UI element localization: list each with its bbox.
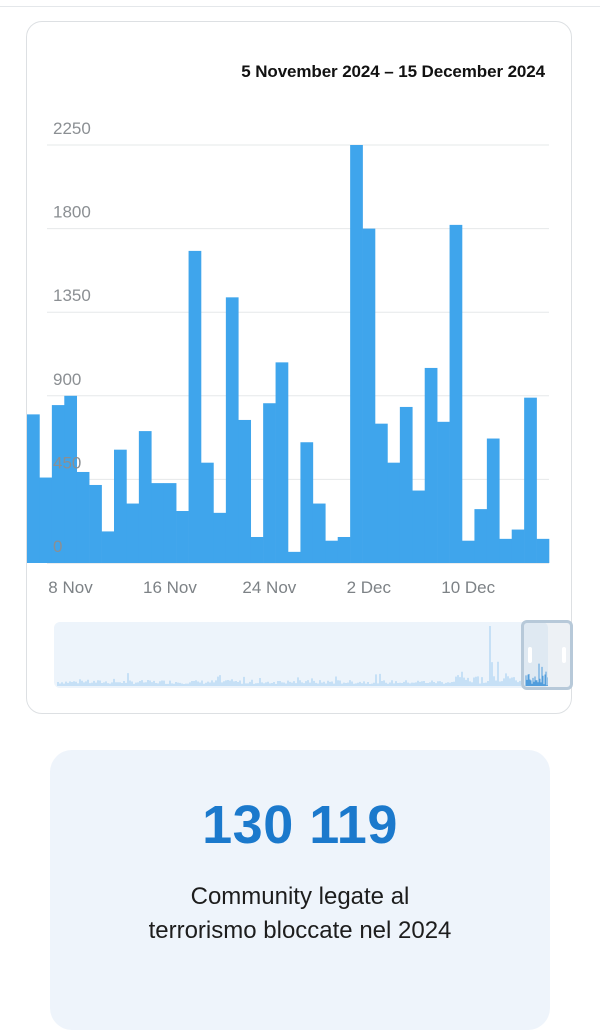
bar[interactable] — [250, 536, 264, 563]
y-tick-label: 1800 — [53, 203, 91, 222]
navigator-selection-window[interactable] — [521, 620, 573, 690]
bar[interactable] — [225, 297, 239, 563]
bar[interactable] — [511, 529, 525, 563]
chart-date-range-title: 5 November 2024 – 15 December 2024 — [241, 62, 545, 81]
stat-card: 130 119 Community legate al terrorismo b… — [50, 750, 550, 1030]
bar[interactable] — [499, 538, 513, 563]
y-tick-label: 2250 — [53, 119, 91, 138]
bar[interactable] — [64, 395, 78, 563]
bar[interactable] — [437, 421, 450, 563]
bar[interactable] — [362, 228, 376, 563]
bar[interactable] — [89, 484, 102, 563]
bar[interactable] — [325, 540, 339, 563]
bar[interactable] — [101, 531, 115, 563]
bar[interactable] — [76, 471, 90, 563]
bar[interactable] — [188, 250, 202, 564]
x-tick-label: 8 Nov — [48, 578, 93, 597]
bar[interactable] — [474, 509, 488, 563]
bar[interactable] — [51, 405, 65, 563]
bar[interactable] — [163, 483, 177, 563]
bar[interactable] — [462, 540, 475, 563]
chart-card: 5 November 2024 – 15 December 2024 2250 1… — [26, 21, 573, 714]
bar[interactable] — [536, 538, 550, 563]
bar[interactable] — [138, 431, 152, 563]
bar[interactable] — [27, 414, 40, 563]
bar[interactable] — [238, 419, 252, 563]
x-tick-label: 10 Dec — [441, 578, 495, 597]
bar[interactable] — [213, 512, 227, 563]
bar[interactable] — [424, 367, 438, 563]
bar[interactable] — [151, 483, 165, 563]
y-tick-label: 0 — [53, 537, 62, 556]
x-tick-label: 2 Dec — [347, 578, 392, 597]
bar[interactable] — [412, 490, 426, 563]
bar[interactable] — [449, 224, 463, 563]
bar[interactable] — [350, 145, 363, 563]
y-tick-label: 450 — [53, 453, 81, 472]
bar[interactable] — [114, 449, 127, 563]
stat-value: 130 119 — [202, 795, 398, 855]
top-divider — [0, 6, 600, 7]
navigator-left-handle[interactable] — [528, 647, 532, 663]
bar-chart[interactable]: 2250 1800 1350 900 450 0 8 Nov 16 Nov 24 Nov 2 De… — [27, 22, 573, 622]
bar[interactable] — [201, 462, 214, 563]
navigator-mini-chart — [57, 626, 548, 686]
bar[interactable] — [275, 362, 289, 563]
bar[interactable] — [312, 503, 326, 563]
bar[interactable] — [486, 438, 500, 563]
bar[interactable] — [399, 406, 413, 563]
x-tick-label: 24 Nov — [242, 578, 296, 597]
bar[interactable] — [288, 551, 301, 563]
bar[interactable] — [387, 462, 401, 563]
bar[interactable] — [176, 510, 189, 563]
bar[interactable] — [337, 536, 351, 563]
y-tick-label: 1350 — [53, 286, 91, 305]
y-tick-label: 900 — [53, 370, 81, 389]
navigator-right-handle[interactable] — [562, 647, 566, 663]
bar[interactable] — [263, 403, 276, 563]
bar[interactable] — [126, 503, 140, 563]
bar[interactable] — [39, 477, 53, 563]
range-navigator[interactable] — [54, 620, 573, 692]
navigator-track[interactable] — [54, 622, 548, 688]
bar[interactable] — [524, 397, 537, 563]
bar[interactable] — [300, 442, 314, 563]
x-tick-label: 16 Nov — [143, 578, 197, 597]
bar[interactable] — [375, 423, 388, 563]
stat-label: Community legate al terrorismo bloccate … — [148, 883, 452, 944]
